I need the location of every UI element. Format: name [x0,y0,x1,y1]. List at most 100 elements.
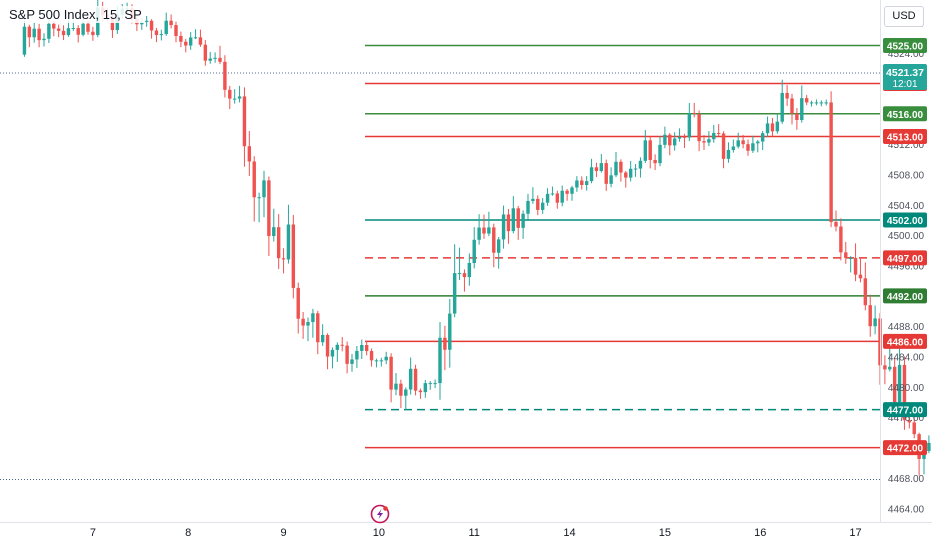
candle [883,355,887,385]
candle [638,157,643,178]
candle [286,204,291,264]
candle [897,342,902,405]
candle [726,142,731,163]
candle [927,435,931,454]
candle [164,12,168,36]
candle [839,218,843,261]
candle [443,325,447,371]
candle [873,305,877,335]
candle [208,51,212,64]
candle [394,372,398,396]
candle [237,85,242,103]
candle [863,262,868,311]
svg-text:4525.00: 4525.00 [887,42,924,53]
candle [369,348,374,367]
candlesticks [22,0,931,476]
candle [800,85,804,123]
candle [736,132,740,149]
candle [32,22,36,43]
horizontal-levels [365,44,880,449]
candle [408,357,413,395]
candle [668,133,672,156]
candle [448,299,452,368]
candle [428,381,432,390]
candle [555,190,560,209]
candle [780,79,784,124]
candle [902,356,907,430]
candle [560,185,564,207]
candle [91,26,95,41]
candle [575,176,579,192]
svg-text:4472.00: 4472.00 [887,444,924,455]
candle [746,139,750,156]
candle [203,40,208,66]
candle [247,131,252,176]
candle [413,364,418,396]
candle [648,136,652,169]
candle [775,113,780,134]
candle [536,195,540,216]
candle [653,154,657,171]
y-tick-label: 4504.00 [888,201,925,212]
candle [399,379,403,409]
candle [223,55,227,98]
candle [712,124,716,143]
candle [179,31,183,48]
candle [741,134,745,149]
candle [540,197,545,214]
time-axis-background [0,523,932,550]
candle [316,310,320,355]
candle [379,357,384,367]
y-tick-label: 4468.00 [888,474,925,485]
candle [384,351,388,365]
candle [144,15,149,27]
svg-text:12:01: 12:01 [892,79,917,90]
candle [819,100,824,107]
x-tick-label: 8 [185,527,191,539]
plot-area[interactable] [0,72,880,480]
candle [707,131,711,147]
candle [423,380,428,398]
candle [501,205,506,249]
lightning-icon[interactable] [370,504,390,524]
candle [599,154,604,173]
candle [756,139,760,153]
candle [389,353,393,403]
candle [814,99,819,106]
candle [56,24,61,38]
level-price-label: 4516.00 [883,106,927,122]
time-axis[interactable]: 7 8 9 10 11 14 15 16 17 [0,522,932,550]
candle [27,24,32,48]
candle [809,100,814,107]
currency-button[interactable]: USD [884,6,924,27]
candle [844,241,848,264]
candle [619,159,623,182]
svg-text:4502.00: 4502.00 [887,216,924,227]
candle [643,129,648,163]
level-price-label: 4477.00 [883,402,927,418]
level-price-label: 4525.00 [883,38,927,54]
candle [633,164,638,177]
candle [531,187,535,204]
candle [795,108,799,130]
candle [482,214,486,239]
candle [418,388,423,399]
candle [594,162,599,178]
candle [516,205,520,240]
candle [61,25,66,40]
candle [452,244,457,318]
candle [457,247,462,281]
candle [716,124,721,137]
level-price-label: 4502.00 [883,212,927,228]
candle [584,176,589,191]
x-tick-label: 11 [469,527,480,539]
candle [609,167,613,188]
candle [790,93,794,125]
level-price-label: 4492.00 [883,288,927,304]
candle [320,324,325,346]
svg-text:4516.00: 4516.00 [887,110,924,121]
candle [853,243,858,282]
candle [169,14,173,29]
